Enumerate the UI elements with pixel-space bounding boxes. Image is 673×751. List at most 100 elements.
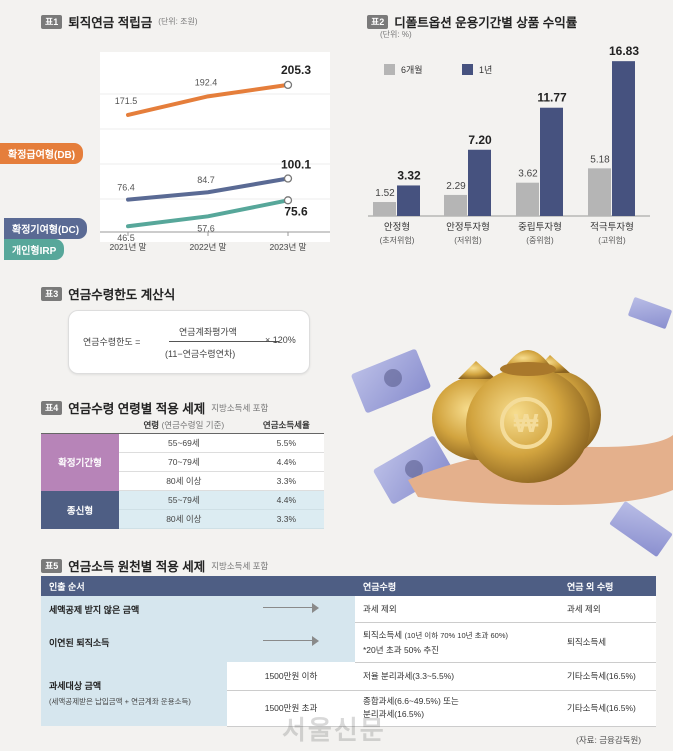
header-rate: 연금소득세율 xyxy=(248,417,324,434)
series-line xyxy=(126,198,290,229)
rate-cell: 5.5% xyxy=(248,433,324,453)
pension-cell: 저율 분리과세(3.3~5.5%) xyxy=(355,662,559,691)
rate-cell: 3.3% xyxy=(248,509,324,529)
category-sublabel: (고위험) xyxy=(598,236,626,245)
banknote-icon xyxy=(609,501,673,557)
formula-multiplier: × 120% xyxy=(265,335,296,345)
age-cell: 55~79세 xyxy=(119,490,249,510)
default-option-bar-chart: 6개월 1년 1.523.32 안정형 (초저위험) 2.29 7.20 안정투자형 (저위험)… xyxy=(368,44,650,245)
rate-cell: 4.4% xyxy=(248,452,324,472)
non-pension-cell: 과세 제외 xyxy=(559,596,656,623)
non-pension-cell: 기타소득세(16.5%) xyxy=(559,690,656,727)
bar-value-label: 7.20 xyxy=(468,133,492,147)
legend-swatch xyxy=(462,64,473,75)
category-label: 중립투자형 xyxy=(518,221,562,233)
non-pension-cell: 퇴직소득세 xyxy=(559,622,656,663)
source-note: (자료: 금융감독원) xyxy=(576,735,642,745)
formula-label: 연금수령한도 = xyxy=(83,337,141,347)
data-label: 205.3 xyxy=(281,63,311,77)
legend-swatch xyxy=(384,64,395,75)
t2-unit: (단위: %) xyxy=(380,30,412,39)
t1-unit: (단위: 조원) xyxy=(158,17,198,26)
category-label: 안정형 xyxy=(384,222,410,233)
category-sublabel: (중위험) xyxy=(526,236,554,245)
bar xyxy=(588,168,611,216)
series-line xyxy=(126,176,290,202)
data-label: 171.5 xyxy=(115,96,138,106)
header-non-pension-receipt: 연금 외 수령 xyxy=(559,576,656,596)
t2-title: 디폴트옵션 운용기간별 상품 수익률 xyxy=(394,16,578,30)
series-legend-label: 확정급여형(DB) xyxy=(0,143,84,164)
formula-numerator: 연금계좌평가액 xyxy=(179,327,237,337)
banknote-icon xyxy=(628,297,672,329)
t1-title-bar: 표1 퇴직연금 적립금 (단위: 조원) xyxy=(41,12,198,31)
bar-value-label: 3.62 xyxy=(518,169,538,180)
t3-title-bar: 표3 연금수령한도 계산식 xyxy=(41,284,175,303)
category-sublabel: (저위험) xyxy=(454,236,482,245)
bar-value-label: 1.52 xyxy=(375,188,395,199)
taxable-label: 과세대상 금액 xyxy=(49,681,102,691)
header-age-label: 연령 xyxy=(143,420,160,430)
svg-text:₩: ₩ xyxy=(514,408,539,438)
banknote-icon xyxy=(351,349,431,413)
income-source-tax-table: 인출 순서 연금수령 연금 외 수령 세액공제 받지 않은 금액 과세 제외 과… xyxy=(41,576,656,727)
legend-label: 6개월 xyxy=(401,64,423,75)
table-row: 이연된 퇴직소득 퇴직소득세 (10년 이하 70% 10년 초과 60%) *… xyxy=(41,622,656,663)
bar xyxy=(373,202,396,216)
data-label: 100.1 xyxy=(281,158,311,172)
table-row: 80세 이상 3.3% xyxy=(41,509,324,529)
category-label: 안정투자형 xyxy=(446,222,490,233)
t5-title-bar: 표5 연금소득 원천별 적용 세제 지방소득세 포함 xyxy=(41,556,268,575)
money-bags-illustration: ₩ xyxy=(351,297,673,557)
formula-fraction-bar xyxy=(169,341,279,342)
table-row: 80세 이상 3.3% xyxy=(41,471,324,491)
age-cell: 80세 이상 xyxy=(119,471,249,491)
series-legend-label: 개인형IRP xyxy=(4,239,65,260)
rate-cell: 4.4% xyxy=(248,490,324,510)
t4-title: 연금수령 연령별 적용 세제 xyxy=(68,402,206,416)
watermark: 서울신문 xyxy=(282,715,386,745)
x-tick-label: 2022년 말 xyxy=(190,242,227,252)
legend-label: 1년 xyxy=(479,65,492,75)
row-label: 과세대상 금액 (세액공제받은 납입금액 + 연금계좌 운용소득) xyxy=(41,662,227,726)
t1-badge: 표1 xyxy=(41,14,63,29)
bar xyxy=(397,185,420,216)
table-header-row: 인출 순서 연금수령 연금 외 수령 xyxy=(41,576,656,596)
pension-cell: 퇴직소득세 (10년 이하 70% 10년 초과 60%) *20년 초과 50… xyxy=(355,622,559,663)
bar-value-label: 11.77 xyxy=(537,91,567,105)
data-label: 57.6 xyxy=(197,223,215,233)
data-label: 46.5 xyxy=(117,233,135,243)
series-legend-label: 확정기여형(DC) xyxy=(4,218,88,239)
t4-title-bar: 표4 연금수령 연령별 적용 세제 지방소득세 포함 xyxy=(41,398,268,417)
t2-title-bar: 표2 디폴트옵션 운용기간별 상품 수익률 xyxy=(367,12,577,31)
t1-title: 퇴직연금 적립금 xyxy=(68,16,153,30)
t5-note: 지방소득세 포함 xyxy=(211,560,269,571)
separate-tax: 분리과세(16.5%) xyxy=(363,709,425,719)
x-tick-label: 2023년 말 xyxy=(270,242,307,252)
retirement-tax-label: 퇴직소득세 xyxy=(363,629,403,640)
table-header-row: 연령 (연금수령일 기준) 연금소득세율 xyxy=(41,417,324,434)
t2-badge: 표2 xyxy=(367,14,389,29)
data-point xyxy=(283,196,293,205)
header-age: 연령 (연금수령일 기준) xyxy=(119,417,249,434)
arrow-right-icon xyxy=(263,603,319,613)
age-tax-table: 연령 (연금수령일 기준) 연금소득세율 확정기간형 55~69세 5.5% 7… xyxy=(41,417,324,529)
t4-badge: 표4 xyxy=(41,400,63,415)
pension-cell: 과세 제외 xyxy=(355,596,559,623)
age-cell: 55~69세 xyxy=(119,433,249,453)
t4-note: 지방소득세 포함 xyxy=(211,402,269,413)
row-label: 세액공제 받지 않은 금액 xyxy=(41,596,227,622)
bar xyxy=(468,149,491,216)
data-label: 192.4 xyxy=(195,77,218,87)
arrow-cell xyxy=(227,622,355,662)
arrow-right-icon xyxy=(263,636,319,646)
bar xyxy=(540,107,563,216)
table-row: 종신형 55~79세 4.4% xyxy=(41,490,324,529)
non-pension-cell: 기타소득세(16.5%) xyxy=(559,662,656,691)
table-row: 세액공제 받지 않은 금액 과세 제외 과세 제외 xyxy=(41,596,656,623)
formula-denominator: (11−연금수령연차) xyxy=(165,349,236,359)
t3-badge: 표3 xyxy=(41,286,63,301)
bar-value-label: 3.32 xyxy=(397,168,421,182)
bar-value-label: 16.83 xyxy=(609,44,639,58)
table-row: 과세대상 금액 (세액공제받은 납입금액 + 연금계좌 운용소득) 1500만원… xyxy=(41,662,656,726)
